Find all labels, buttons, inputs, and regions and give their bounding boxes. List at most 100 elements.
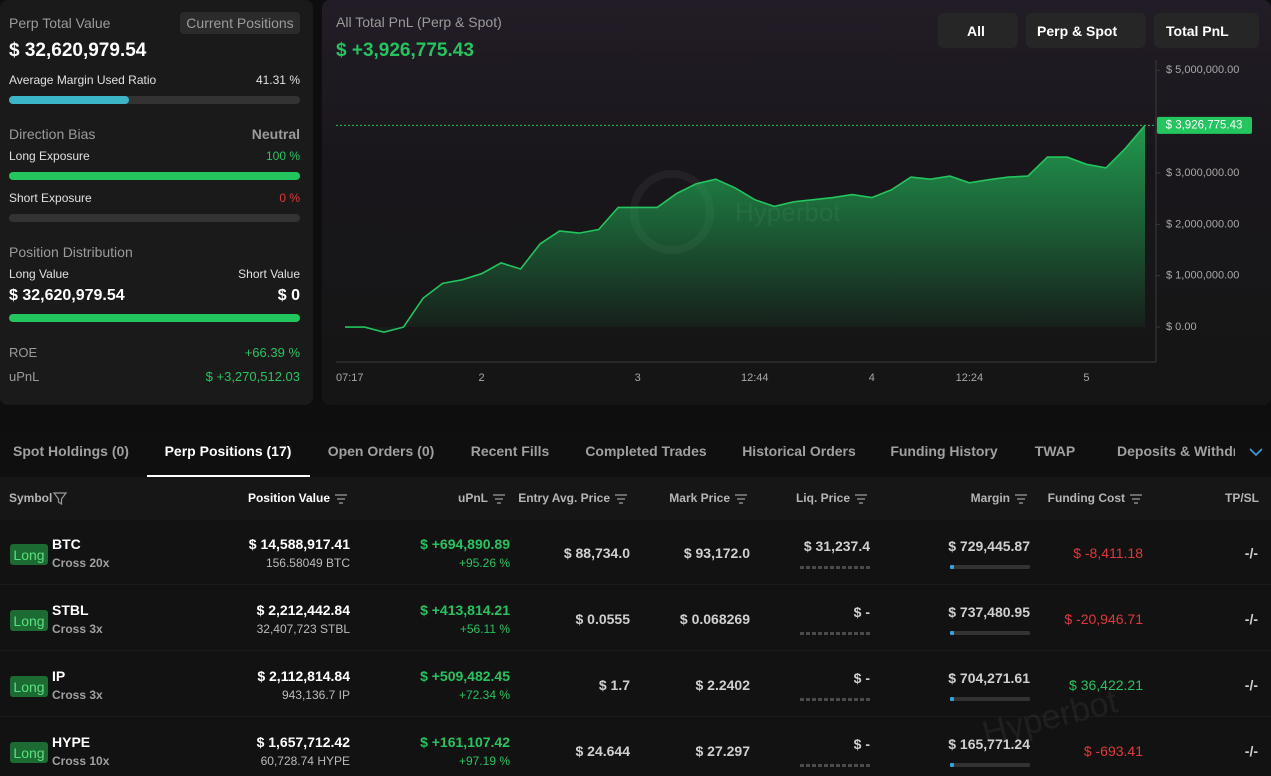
margin-bar <box>950 565 1030 569</box>
bar-track <box>9 96 300 104</box>
dropdown[interactable] <box>1154 13 1259 48</box>
liq-price: $ - <box>853 670 870 686</box>
label: Long Value <box>9 267 69 281</box>
margin-bar <box>950 763 1030 767</box>
row-divider <box>0 650 1271 651</box>
chart-headline: $ +3,926,775.43 <box>336 41 474 61</box>
tp-sl: -/- <box>1244 743 1258 759</box>
mark-price: $ 2.2402 <box>695 677 751 693</box>
tab[interactable]: Funding History <box>890 443 998 459</box>
chart-title: All Total PnL (Perp & Spot) <box>336 14 502 30</box>
table-body <box>0 520 1271 776</box>
upnl: $ +509,482.45 <box>420 668 510 684</box>
position-value: $ 14,588,917.41 <box>248 536 350 552</box>
column-header[interactable]: Mark Price <box>669 491 730 505</box>
upnl: $ +694,890.89 <box>420 536 510 552</box>
funding-cost: $ -20,946.71 <box>1064 611 1143 627</box>
label: Short Exposure <box>9 191 92 205</box>
label: Perp Total Value <box>9 15 111 31</box>
liq-bar <box>800 698 870 701</box>
mark-price: $ 0.068269 <box>679 611 750 627</box>
tab-bar <box>0 430 1271 477</box>
tab[interactable]: Spot Holdings (0) <box>13 443 129 459</box>
dropdown[interactable] <box>1026 13 1146 48</box>
funding-cost: $ -693.41 <box>1083 743 1143 759</box>
label: ROE <box>9 345 38 360</box>
mark-price: $ 93,172.0 <box>683 545 750 561</box>
mark-price: $ 27.297 <box>695 743 751 759</box>
tp-sl: -/- <box>1244 545 1258 561</box>
position-size: 943,136.7 IP <box>281 688 350 702</box>
upnl-pct: +97.19 % <box>458 754 510 768</box>
tp-sl: -/- <box>1244 611 1258 627</box>
button[interactable]: Current Positions <box>186 15 294 31</box>
tab[interactable]: Deposits & Withdra <box>1117 443 1235 459</box>
tab[interactable]: Perp Positions (17) <box>164 443 292 459</box>
upnl-pct: +72.34 % <box>458 688 510 702</box>
funding-cost: $ -8,411.18 <box>1073 545 1143 561</box>
tab[interactable]: TWAP <box>1034 443 1076 459</box>
dropdown-label[interactable]: All <box>967 23 985 39</box>
value: 100 % <box>265 149 300 163</box>
symbol: BTC <box>52 536 81 552</box>
tab[interactable]: Completed Trades <box>585 443 707 459</box>
side-label: Long <box>13 612 45 629</box>
tab[interactable]: Open Orders (0) <box>327 443 435 459</box>
margin: $ 704,271.61 <box>948 670 1030 686</box>
label: Position Distribution <box>9 244 133 260</box>
margin: $ 729,445.87 <box>948 538 1030 554</box>
entry-price: $ 24.644 <box>575 743 631 759</box>
liq-price: $ 31,237.4 <box>803 538 870 554</box>
value: 41.31 % <box>255 73 300 87</box>
row-divider <box>0 584 1271 585</box>
tp-sl: -/- <box>1244 677 1258 693</box>
side-label: Long <box>13 546 45 563</box>
margin-bar-fill <box>950 565 954 569</box>
symbol: HYPE <box>52 734 91 750</box>
dropdown-label[interactable]: Perp & Spot <box>1037 23 1118 39</box>
liq-bar <box>800 566 870 569</box>
column-header[interactable]: Liq. Price <box>795 491 850 505</box>
label: Direction Bias <box>9 126 96 142</box>
margin-bar-fill <box>950 697 954 701</box>
position-size: 60,728.74 HYPE <box>260 754 350 768</box>
column-header[interactable]: Position Value <box>247 491 330 505</box>
funding-cost: $ 36,422.21 <box>1069 677 1143 693</box>
tab[interactable]: Historical Orders <box>742 443 856 459</box>
margin-mode: Cross 3x <box>52 622 103 636</box>
column-header[interactable]: Symbol <box>9 491 53 505</box>
button-bg[interactable] <box>180 12 300 34</box>
margin-bar <box>950 631 1030 635</box>
summary-panel <box>0 0 313 405</box>
margin-bar <box>950 697 1030 701</box>
entry-price: $ 88,734.0 <box>563 545 630 561</box>
side-badge <box>10 544 48 565</box>
dropdown[interactable] <box>938 13 1018 48</box>
side-badge <box>10 742 48 763</box>
column-header[interactable]: uPnL <box>458 491 488 505</box>
position-size: 156.58049 BTC <box>265 556 350 570</box>
bar-fill <box>9 172 300 180</box>
symbol: STBL <box>52 602 89 618</box>
value: +66.39 % <box>244 345 300 360</box>
column-header[interactable]: TP/SL <box>1224 491 1259 505</box>
tab[interactable]: Recent Fills <box>470 443 550 459</box>
upnl-pct: +95.26 % <box>458 556 510 570</box>
side-badge <box>10 610 48 631</box>
liq-bar <box>800 764 870 767</box>
value: 0 % <box>279 191 300 205</box>
margin-bar-fill <box>950 763 954 767</box>
value: $ 32,620,979.54 <box>9 287 125 304</box>
column-header[interactable]: Margin <box>970 491 1010 505</box>
liq-price: $ - <box>853 736 870 752</box>
column-header[interactable]: Entry Avg. Price <box>518 491 610 505</box>
dropdown-label[interactable]: Total PnL <box>1166 23 1229 39</box>
position-value: $ 2,112,814.84 <box>257 668 350 684</box>
column-header[interactable]: Funding Cost <box>1047 491 1125 505</box>
margin: $ 165,771.24 <box>948 736 1030 752</box>
upnl-pct: +56.11 % <box>459 622 510 636</box>
margin: $ 737,480.95 <box>948 604 1030 620</box>
label: Average Margin Used Ratio <box>9 73 157 87</box>
margin-mode: Cross 20x <box>52 556 110 570</box>
